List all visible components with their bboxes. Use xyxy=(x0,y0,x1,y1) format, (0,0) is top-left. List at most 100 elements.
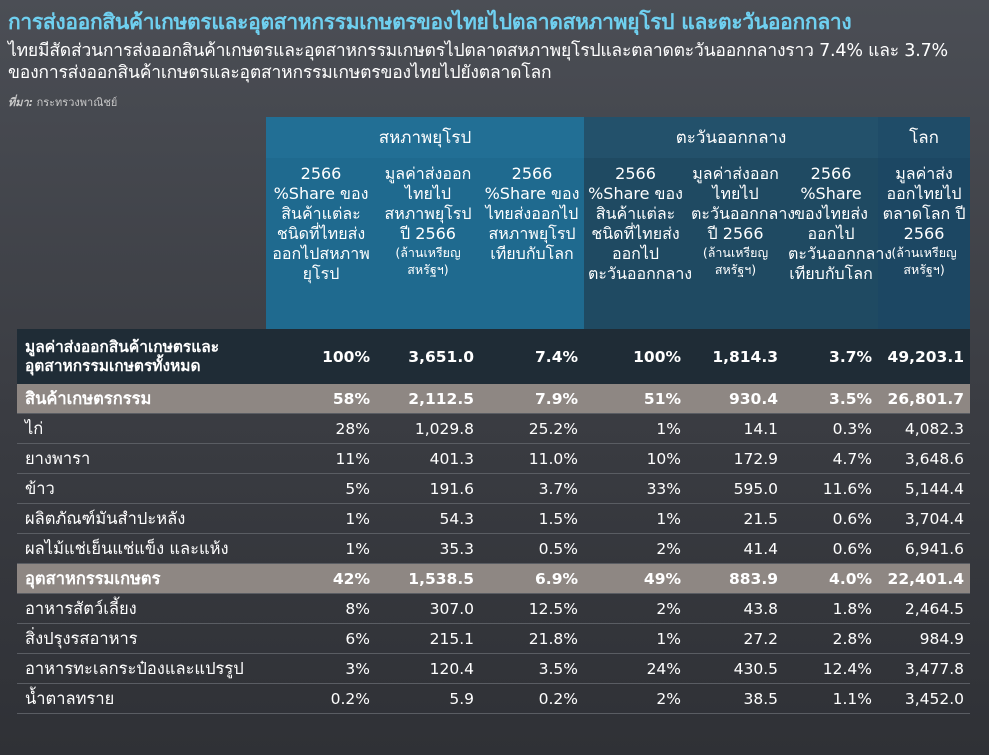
cell-value: 0.5% xyxy=(480,533,585,564)
cell-value: 0.6% xyxy=(784,503,879,534)
column-header: 2566 %Share ของสินค้าแต่ละชนิดที่ไทยส่งอ… xyxy=(584,158,692,329)
row-label: สินค้าเกษตรกรรม xyxy=(17,384,266,414)
table-row: ผลิตภัณฑ์มันสำปะหลัง 1% 54.3 1.5% 1% 21.5 0.6%… xyxy=(17,503,971,534)
table-row: อาหารทะเลกระป๋องและแปรรูป 3% 120.4 3.5% 24% 4… xyxy=(17,653,971,684)
cell-value: 3,477.8 xyxy=(878,653,971,684)
cell-value: 4,082.3 xyxy=(878,413,971,444)
cell-value: 191.6 xyxy=(376,473,480,504)
group-header-world: โลก xyxy=(878,117,971,158)
cell-value: 12.5% xyxy=(480,593,585,624)
row-label: มูลค่าส่งออกสินค้าเกษตรและอุตสาหกรรมเกษต… xyxy=(17,329,266,384)
cell-value: 883.9 xyxy=(687,563,785,594)
cell-value: 430.5 xyxy=(687,653,785,684)
cell-value: 1,814.3 xyxy=(687,329,785,384)
cell-value: 2% xyxy=(584,533,688,564)
source-note: ที่มา: กระทรวงพาณิชย์ xyxy=(8,93,117,111)
cell-value: 25.2% xyxy=(480,413,585,444)
header-blank xyxy=(17,117,266,158)
cell-value: 14.1 xyxy=(687,413,785,444)
column-header: มูลค่าส่งออกไทยไปตลาดโลก ปี 2566 (ล้านเหร… xyxy=(878,158,971,329)
column-header: 2566 %Share ของไทยส่งออกไปสหภาพยุโรปเทีย… xyxy=(480,158,585,329)
cell-value: 11.6% xyxy=(784,473,879,504)
row-label: อุตสาหกรรมเกษตร xyxy=(17,563,266,594)
table-body: มูลค่าส่งออกสินค้าเกษตรและอุตสาหกรรมเกษต… xyxy=(17,329,971,714)
cell-value: 1% xyxy=(584,623,688,654)
row-label: ข้าว xyxy=(17,473,266,504)
cell-value: 1,029.8 xyxy=(376,413,480,444)
table-row: ยางพารา 11% 401.3 11.0% 10% 172.9 4.7% 3,648.6 xyxy=(17,443,971,474)
cell-value: 38.5 xyxy=(687,683,785,714)
cell-value: 172.9 xyxy=(687,443,785,474)
column-header: 2566 %Share ของสินค้าแต่ละชนิดที่ไทยส่งอ… xyxy=(266,158,376,329)
cell-value: 11.0% xyxy=(480,443,585,474)
cell-value: 1% xyxy=(266,533,376,564)
cell-value: 3.5% xyxy=(480,653,585,684)
cell-value: 4.7% xyxy=(784,443,879,474)
row-label: ยางพารา xyxy=(17,443,266,474)
cell-value: 3,648.6 xyxy=(878,443,971,474)
column-header: มูลค่าส่งออกไทยไปสหภาพยุโรป ปี 2566 (ล้าน… xyxy=(376,158,480,329)
cell-value: 120.4 xyxy=(376,653,480,684)
column-header: 2566 %Share ของไทยส่งออกไปตะวันออกกลางเท… xyxy=(784,158,892,329)
cell-value: 0.3% xyxy=(784,413,879,444)
cell-value: 11% xyxy=(266,443,376,474)
cell-value: 595.0 xyxy=(687,473,785,504)
table-row: อุตสาหกรรมเกษตร 42% 1,538.5 6.9% 49% 883.9 4.0… xyxy=(17,563,971,594)
cell-value: 3% xyxy=(266,653,376,684)
cell-value: 1,538.5 xyxy=(376,563,480,594)
cell-value: 26,801.7 xyxy=(878,384,971,414)
cell-value: 12.4% xyxy=(784,653,879,684)
cell-value: 42% xyxy=(266,563,376,594)
cell-value: 35.3 xyxy=(376,533,480,564)
table-row: สินค้าเกษตรกรรม 58% 2,112.5 7.9% 51% 930.4 3.5… xyxy=(17,384,971,414)
cell-value: 21.8% xyxy=(480,623,585,654)
export-table: สหภาพยุโรป ตะวันออกกลาง โลก 2566 %Share … xyxy=(17,117,971,714)
cell-value: 27.2 xyxy=(687,623,785,654)
cell-value: 1% xyxy=(584,413,688,444)
cell-value: 6% xyxy=(266,623,376,654)
header-blank xyxy=(17,158,266,329)
page-subtitle: ไทยมีสัดส่วนการส่งออกสินค้าเกษตรและอุตสา… xyxy=(8,41,948,83)
cell-value: 7.9% xyxy=(480,384,585,414)
cell-value: 0.6% xyxy=(784,533,879,564)
cell-value: 100% xyxy=(266,329,376,384)
cell-value: 7.4% xyxy=(480,329,585,384)
cell-value: 43.8 xyxy=(687,593,785,624)
row-label: สิ่งปรุงรสอาหาร xyxy=(17,623,266,654)
row-label: อาหารสัตว์เลี้ยง xyxy=(17,593,266,624)
cell-value: 1.8% xyxy=(784,593,879,624)
cell-value: 5.9 xyxy=(376,683,480,714)
cell-value: 22,401.4 xyxy=(878,563,971,594)
column-header: มูลค่าส่งออกไทยไปตะวันออกกลาง ปี 2566 (ล้… xyxy=(687,158,795,329)
source-value: กระทรวงพาณิชย์ xyxy=(36,96,118,109)
row-label: น้ำตาลทราย xyxy=(17,683,266,714)
cell-value: 49% xyxy=(584,563,688,594)
cell-value: 5% xyxy=(266,473,376,504)
cell-value: 3,452.0 xyxy=(878,683,971,714)
cell-value: 4.0% xyxy=(784,563,879,594)
source-label: ที่มา: xyxy=(8,96,34,109)
cell-value: 3.5% xyxy=(784,384,879,414)
cell-value: 54.3 xyxy=(376,503,480,534)
table-row: น้ำตาลทราย 0.2% 5.9 0.2% 2% 38.5 1.1% 3,452.0 xyxy=(17,683,971,714)
cell-value: 2% xyxy=(584,593,688,624)
table-row: สิ่งปรุงรสอาหาร 6% 215.1 21.8% 1% 27.2 2.8% 984… xyxy=(17,623,971,654)
cell-value: 1.5% xyxy=(480,503,585,534)
table-row: อาหารสัตว์เลี้ยง 8% 307.0 12.5% 2% 43.8 1.8% 2,… xyxy=(17,593,971,624)
page-title: การส่งออกสินค้าเกษตรและอุตสาหกรรมเกษตรขอ… xyxy=(8,10,852,34)
cell-value: 0.2% xyxy=(480,683,585,714)
cell-value: 984.9 xyxy=(878,623,971,654)
cell-value: 28% xyxy=(266,413,376,444)
row-label: อาหารทะเลกระป๋องและแปรรูป xyxy=(17,653,266,684)
cell-value: 401.3 xyxy=(376,443,480,474)
cell-value: 58% xyxy=(266,384,376,414)
cell-value: 33% xyxy=(584,473,688,504)
group-header-middle-east: ตะวันออกกลาง xyxy=(584,117,879,158)
cell-value: 307.0 xyxy=(376,593,480,624)
row-label: ไก่ xyxy=(17,413,266,444)
table-row: ไก่ 28% 1,029.8 25.2% 1% 14.1 0.3% 4,082.3 xyxy=(17,413,971,444)
cell-value: 51% xyxy=(584,384,688,414)
cell-value: 2,464.5 xyxy=(878,593,971,624)
cell-value: 930.4 xyxy=(687,384,785,414)
cell-value: 6.9% xyxy=(480,563,585,594)
